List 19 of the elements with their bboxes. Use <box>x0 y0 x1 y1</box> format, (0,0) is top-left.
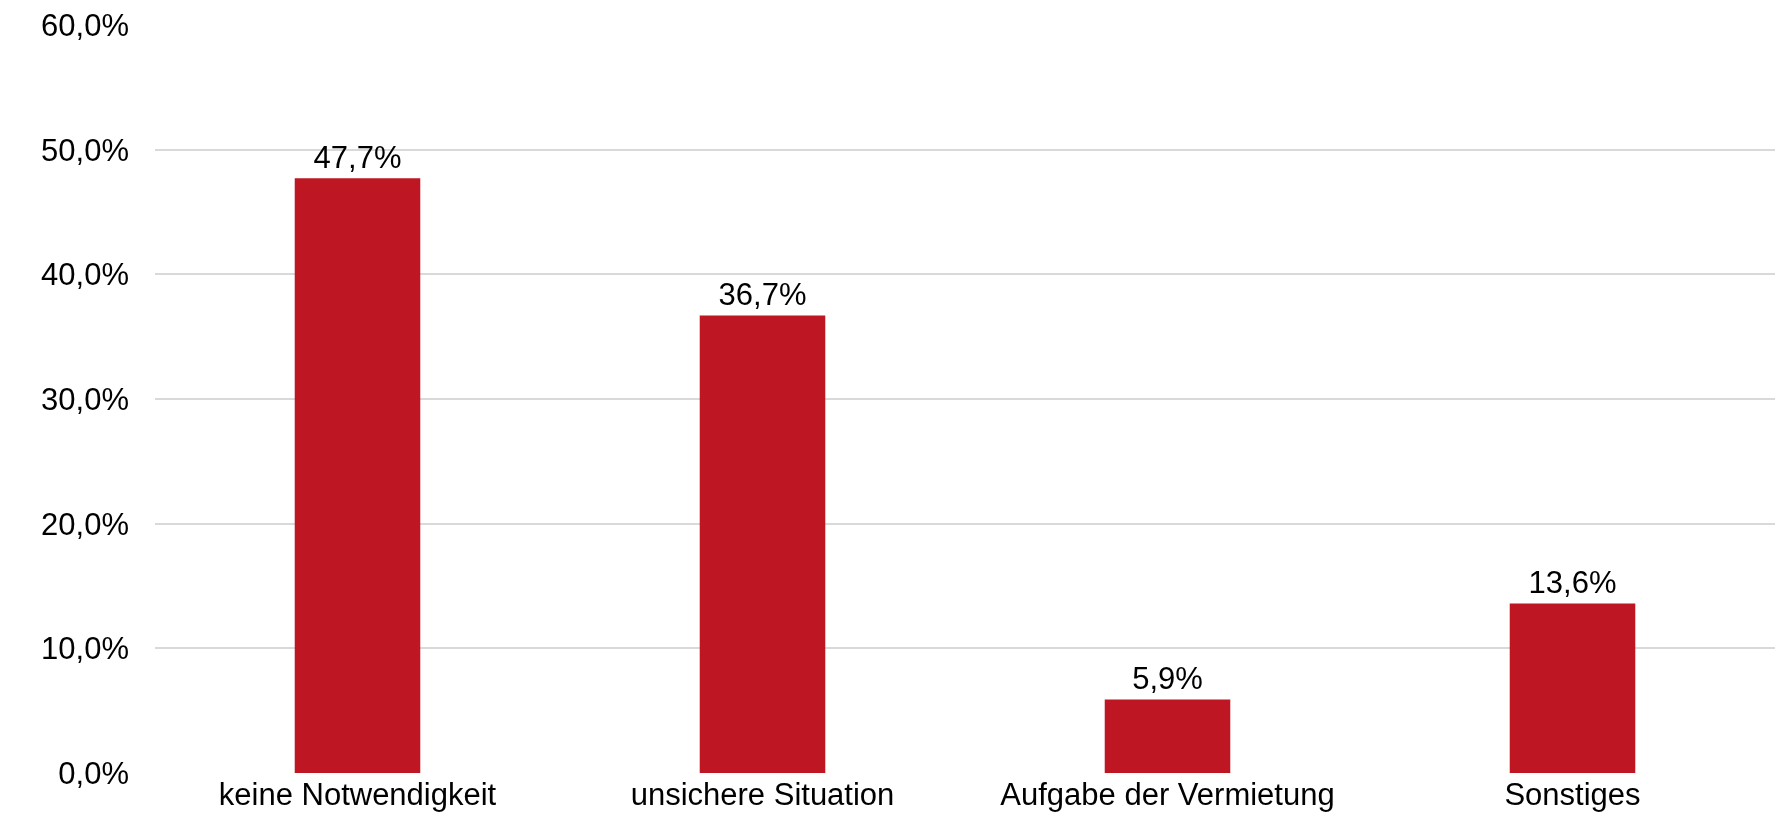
data-label: 36,7% <box>718 277 807 313</box>
y-tick-label: 40,0% <box>41 257 129 293</box>
data-label: 13,6% <box>1528 565 1617 601</box>
x-tick-label: keine Notwendigkeit <box>218 777 497 812</box>
y-tick-label: 0,0% <box>58 755 129 791</box>
x-tick-label: Aufgabe der Vermietung <box>1000 777 1335 812</box>
bar <box>294 178 421 773</box>
bar <box>1509 603 1636 773</box>
y-tick-label: 60,0% <box>41 7 129 43</box>
y-tick-label: 30,0% <box>41 381 129 417</box>
bar <box>1104 699 1231 773</box>
data-label: 5,9% <box>1132 661 1203 697</box>
x-tick-label: unsichere Situation <box>630 777 895 812</box>
bar <box>699 315 826 773</box>
data-label: 47,7% <box>313 140 402 176</box>
x-tick-label: Sonstiges <box>1504 777 1641 812</box>
y-tick-label: 50,0% <box>41 132 129 168</box>
y-tick-label: 20,0% <box>41 506 129 542</box>
y-tick-label: 10,0% <box>41 631 129 667</box>
